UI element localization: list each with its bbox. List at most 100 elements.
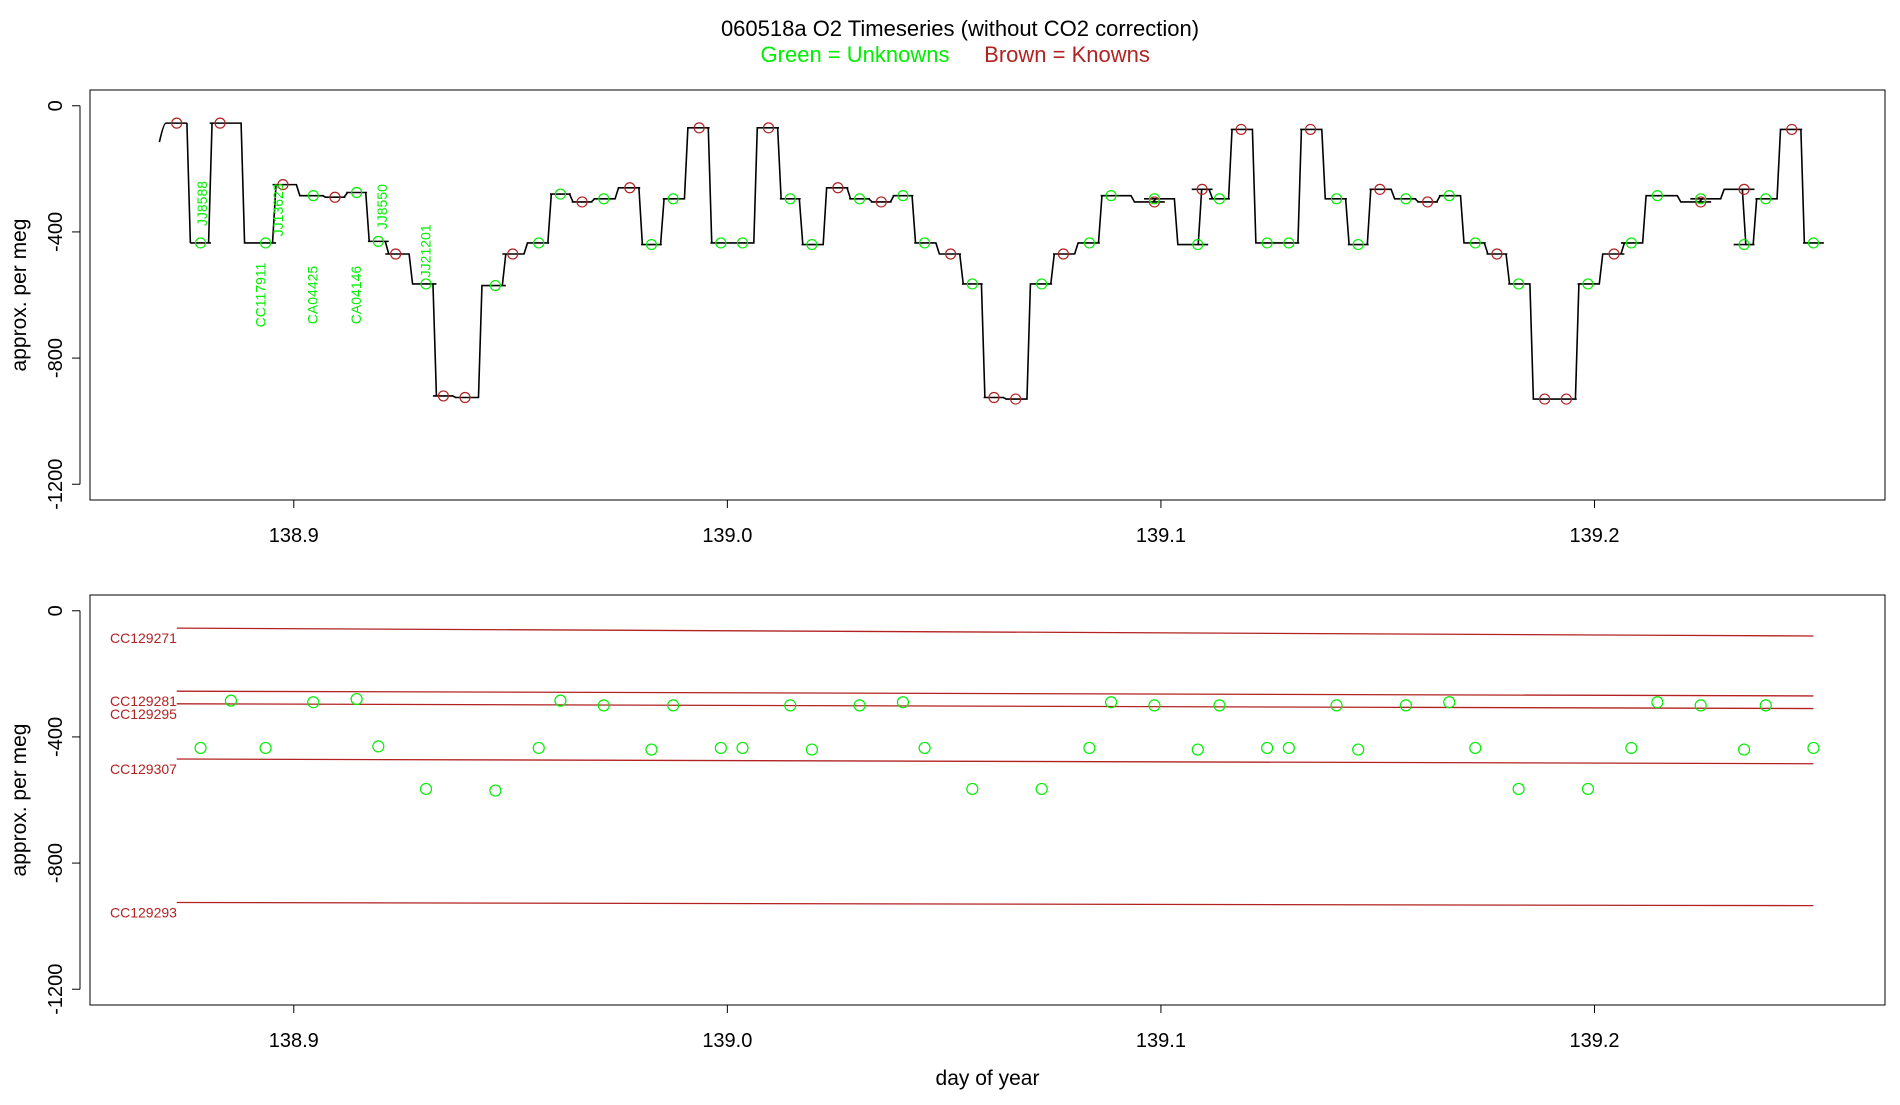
unknown-point (307, 696, 320, 709)
unknown-point (372, 235, 384, 247)
unknown-point (1191, 743, 1204, 756)
unknown-point (736, 741, 749, 755)
unknown-point (1283, 237, 1295, 249)
reference-line (176, 758, 1814, 765)
unknown-point (1105, 190, 1117, 202)
unknown-point (1104, 696, 1118, 709)
unknown-point (1443, 190, 1455, 202)
x-tick-label: 139.1 (1136, 1030, 1186, 1052)
sample-annotation: JJ21201 (417, 224, 433, 277)
unknown-point (1352, 743, 1365, 756)
reference-line (176, 690, 1814, 697)
unknown-point (1807, 741, 1820, 755)
unknown-point (1192, 238, 1204, 251)
unknown-point (805, 743, 819, 756)
unknown-point (1083, 237, 1095, 249)
unknown-point (645, 743, 658, 756)
unknown-point (489, 784, 502, 797)
reference-line (176, 703, 1814, 710)
x-axis-label: day of year (936, 1067, 1040, 1090)
unknown-point (1625, 237, 1637, 249)
unknown-point (1148, 193, 1161, 205)
known-point (624, 182, 636, 194)
unknown-point (1261, 237, 1273, 249)
unknown-point (1036, 278, 1048, 290)
x-tick-label: 139.2 (1569, 525, 1619, 547)
unknown-point (1581, 782, 1595, 796)
legend-unknowns: Green = Unknowns (761, 42, 950, 67)
unknown-point (715, 237, 727, 249)
x-tick-label: 139.0 (702, 1030, 752, 1052)
unknown-point (1625, 741, 1638, 755)
y-tick-label: -400 (45, 212, 67, 252)
unknown-point (1213, 193, 1226, 205)
known-point (277, 179, 289, 191)
known-point (1196, 183, 1208, 195)
reference-line-label: CC129307 (110, 761, 177, 777)
reference-line-label: CC129281 (110, 693, 177, 709)
x-tick-label: 139.1 (1136, 525, 1186, 547)
x-tick-label: 138.9 (269, 525, 319, 547)
known-point (1235, 123, 1247, 136)
reference-line-label: CC129293 (110, 905, 177, 921)
unknown-point (1282, 741, 1295, 755)
unknown-point (966, 278, 978, 290)
unknown-point (919, 237, 931, 249)
unknown-point (419, 782, 433, 796)
unknown-point (645, 238, 658, 251)
y-axis-label: approx. per meg (8, 724, 31, 877)
y-tick-label: -1200 (45, 964, 67, 1015)
known-point (1491, 248, 1503, 260)
unknown-point (1469, 741, 1482, 755)
known-point (693, 122, 705, 134)
sample-annotation: CA04425 (305, 266, 321, 325)
known-point (1786, 123, 1798, 136)
x-tick-label: 139.2 (1569, 1030, 1619, 1052)
unknown-point (1582, 278, 1594, 290)
unknown-point (1443, 696, 1456, 709)
plot-frame (89, 594, 1886, 1006)
reference-line-label: CC129295 (110, 706, 177, 722)
unknown-point (1737, 743, 1751, 756)
unknown-point (1399, 699, 1412, 712)
unknown-point (598, 193, 610, 205)
sample-annotation: JJ8550 (374, 184, 390, 229)
y-tick-label: -800 (45, 338, 67, 378)
sample-annotation: CA04146 (348, 266, 364, 325)
known-point (1560, 393, 1572, 405)
unknown-point (897, 190, 909, 202)
unknown-point (1148, 699, 1161, 712)
unknown-point (1469, 237, 1481, 249)
known-point (1148, 196, 1161, 208)
known-point (1057, 248, 1069, 260)
sample-annotation: JJ13623 (270, 183, 286, 236)
y-tick-label: 0 (45, 605, 67, 616)
y-tick-label: -400 (45, 717, 67, 757)
reference-line-label: CC129271 (110, 630, 177, 646)
unknown-point (1083, 741, 1096, 755)
unknown-point (350, 692, 363, 706)
known-point (762, 122, 775, 134)
unknown-point (1512, 782, 1525, 796)
known-point (1421, 196, 1434, 208)
unknown-point (194, 741, 207, 755)
unknown-point (1759, 699, 1772, 712)
unknown-point (1035, 782, 1048, 796)
known-point (988, 391, 1000, 404)
unknown-point (1651, 190, 1663, 202)
known-point (875, 196, 887, 208)
y-axis-label: approx. per meg (8, 219, 31, 372)
known-point (945, 248, 957, 260)
unknown-point (1400, 193, 1412, 205)
known-point (171, 117, 183, 129)
unknown-point (1330, 193, 1343, 205)
unknown-point (224, 694, 238, 707)
y-tick-label: -800 (45, 843, 67, 883)
unknown-point (896, 696, 910, 709)
chart-title: 060518a O2 Timeseries (without CO2 corre… (721, 16, 1199, 41)
known-point (459, 391, 471, 404)
unknown-point (533, 237, 545, 249)
unknown-point (1760, 193, 1772, 205)
unknown-point (194, 237, 207, 249)
known-point (329, 191, 341, 203)
